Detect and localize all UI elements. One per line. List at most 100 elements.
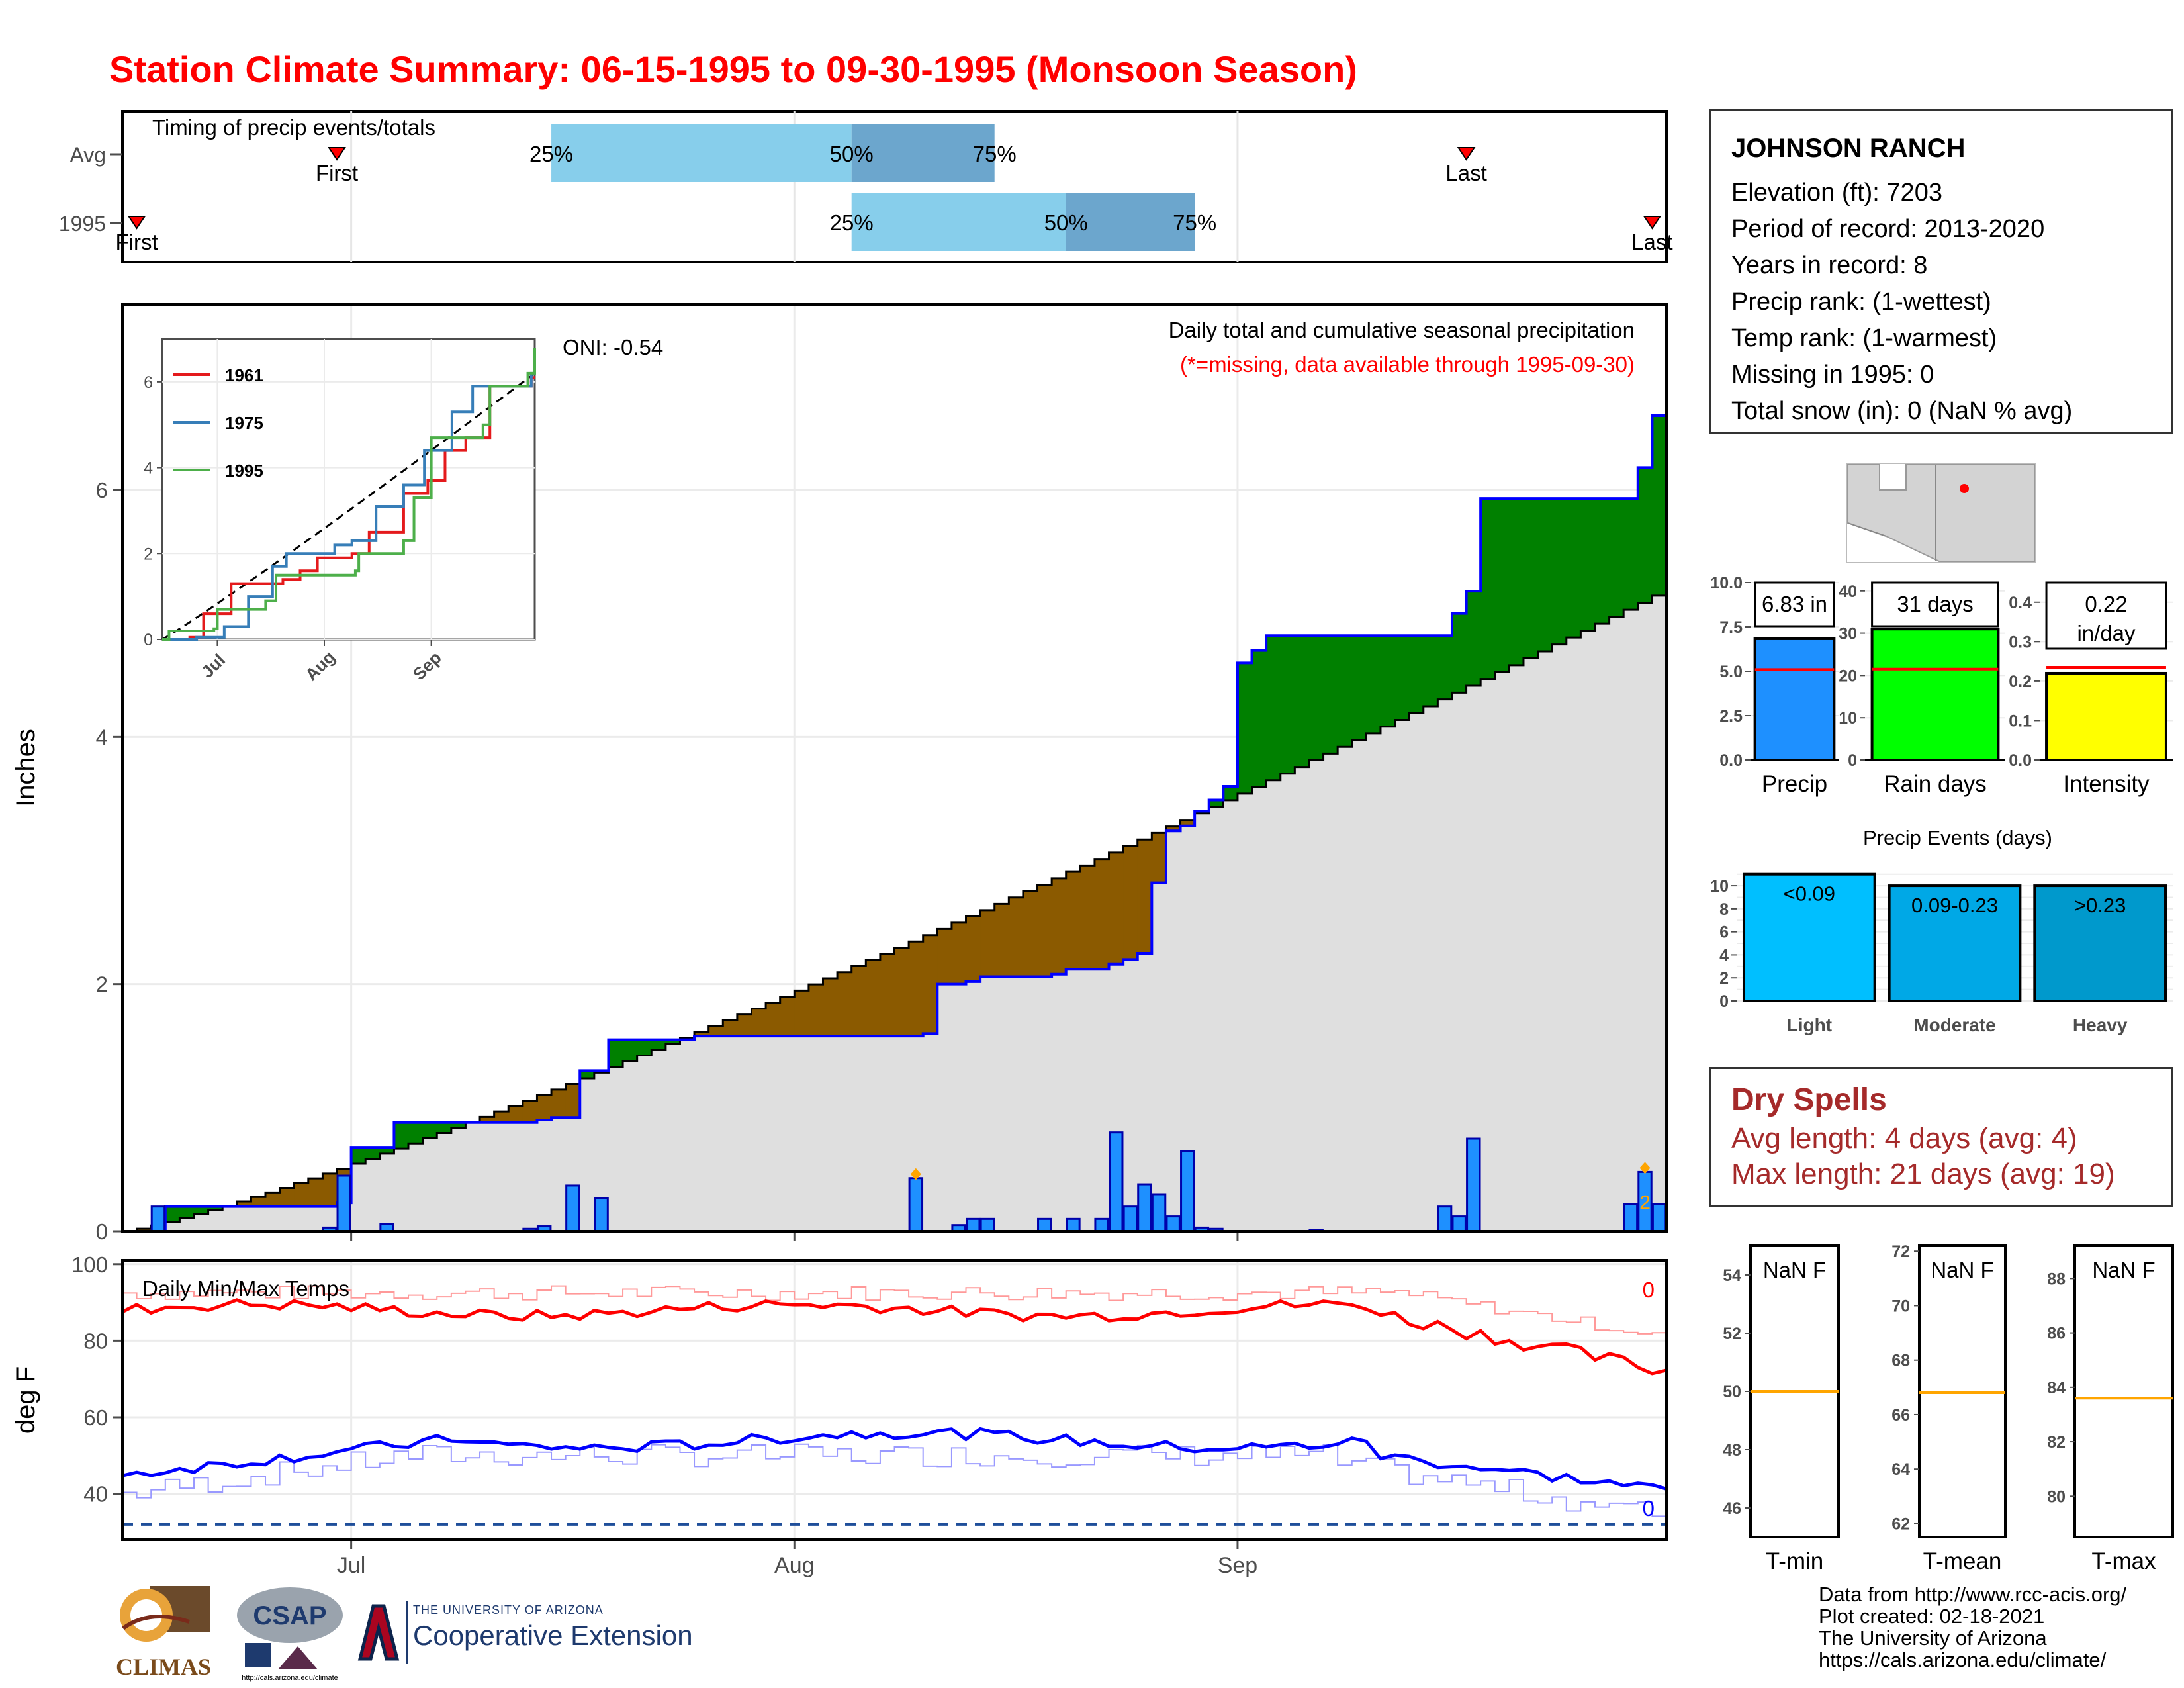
above-normal-fill [1566,498,1581,638]
above-normal-fill [408,1122,424,1144]
below-normal-fill [923,935,938,1034]
below-normal-fill [780,996,795,1037]
above-normal-fill [580,1070,595,1078]
credits: Data from http://www.rcc-acis.org/ Plot … [1819,1583,2126,1671]
station-name: JOHNSON RANCH [1731,134,1966,163]
inset-y-tick-label: 6 [144,373,153,392]
missing-data-marker [910,1168,921,1180]
above-normal-fill [1609,498,1624,617]
above-normal-fill [1580,498,1596,631]
daily-precip-bar [1122,1205,1138,1231]
credit-url: https://cals.arizona.edu/climate/ [1819,1648,2107,1671]
below-normal-fill [751,1008,766,1037]
temp-summary-box-1 [1918,1244,2007,1538]
daily-precip-bar [966,1217,981,1231]
inset-series-line-1975 [162,371,535,641]
above-normal-fill [1523,498,1539,659]
summary-panel-name-0: Precip [1762,771,1827,797]
above-normal-fill [608,1039,623,1067]
station-period: Period of record: 2013-2020 [1731,215,2045,243]
timing-first-marker [127,216,146,230]
below-normal-fill [265,1192,281,1207]
event-category-moderate: Moderate [1913,1015,1995,1035]
summary-label-box-2 [2045,581,2167,650]
temp-x-tick-label: Sep [1218,1553,1258,1578]
below-normal-fill [565,1084,580,1118]
cumulative-1995-line [122,414,1666,1231]
event-bar-moderate [1888,884,2022,1002]
ua-big-text: Cooperative Extension [413,1620,693,1651]
inset-legend-label-1995: 1995 [225,461,263,481]
daily-precip-bar [979,1217,995,1231]
temp-summary-y-tick-label: 62 [1891,1515,1910,1533]
above-normal-fill [365,1147,381,1159]
summary-bar-1 [1870,628,2000,762]
temp-y-tick-label: 60 [83,1405,108,1430]
temp-y-tick-label: 40 [83,1482,108,1507]
event-category-heavy: Heavy [2073,1015,2128,1035]
above-normal-fill [1594,498,1610,624]
above-normal-fill [1338,635,1353,747]
timing-row-label: 1995 [59,212,106,236]
precip-note: Daily total and cumulative seasonal prec… [1169,318,1635,342]
summary-y-tick-label: 30 [1839,625,1857,643]
average-cumulative-area [122,595,1666,1231]
temp-summary-y-tick-label: 66 [1891,1406,1910,1425]
above-normal-fill [1552,498,1567,645]
inset-frame [161,338,536,641]
temperature-panel: 40 60 80 100 Jul Aug Sep deg F Daily Min/Max Tem… [11,1252,1668,1578]
timing-last-marker [1457,147,1476,161]
temp-summary-name-1: T-mean [1923,1548,2002,1574]
above-normal-fill [665,1039,681,1045]
precip-y-axis-label: Inches [11,729,40,807]
above-normal-fill [1494,498,1510,673]
page-title: Station Climate Summary: 06-15-1995 to 0… [109,48,1357,90]
dry-spells-box: Dry Spells Avg length: 4 days (avg: 4) M… [1709,1067,2173,1207]
below-normal-fill [1009,897,1024,977]
above-normal-fill [1451,613,1467,693]
summary-y-tick-label: 0 [1848,751,1857,770]
temp-summary-box-2 [2073,1244,2174,1538]
temp-summary-value-2: NaN F [2092,1258,2155,1282]
above-normal-fill [1266,635,1281,780]
above-normal-fill [165,1206,181,1222]
oni-label: ONI: -0.54 [563,335,663,359]
temp-summary-y-tick-label: 80 [2047,1487,2066,1506]
temp-summary-name-2: T-max [2091,1548,2156,1574]
temp-summary-y-tick-label: 70 [1891,1297,1910,1315]
temp-plot-bg [122,1260,1666,1540]
summary-y-tick-label: 0.0 [2009,751,2032,770]
below-normal-fill [837,972,852,1037]
below-normal-fill [937,929,952,984]
below-normal-fill [480,1117,495,1123]
below-normal-fill [808,984,824,1037]
below-normal-fill [951,922,967,984]
summary-y-tick-label: 0.1 [2009,712,2032,730]
events-y-tick-label: 6 [1719,923,1729,942]
below-normal-fill [1037,884,1052,977]
temp-summary-y-tick-label: 54 [1723,1266,1741,1285]
above-normal-fill [394,1122,409,1149]
daily-precip-bar [908,1177,924,1231]
timing-bar-lower-half [851,193,1066,251]
above-normal-fill [437,1122,452,1133]
above-normal-fill [651,1039,666,1050]
tmax-average-line [122,1285,1666,1335]
event-bar-label-light: <0.09 [1784,882,1835,906]
csap-logo-text: CSAP [253,1601,326,1630]
above-normal-fill [422,1122,437,1139]
timing-panel: Timing of precip events/totals Avg 25% 50% 7… [59,110,1673,263]
event-bar-light [1742,872,1876,1003]
below-normal-fill [1080,865,1095,970]
ua-logo [357,1604,400,1661]
temp-summary-y-tick-label: 72 [1891,1243,1910,1261]
above-normal-fill [1637,467,1653,603]
temp-summary-y-tick-label: 50 [1723,1383,1741,1401]
above-normal-fill [379,1147,395,1154]
event-bar-heavy [2033,884,2167,1002]
below-normal-fill [1023,891,1038,977]
timing-bar-upper-half [1066,193,1195,251]
above-normal-fill [1351,635,1367,741]
below-normal-fill [308,1178,324,1207]
summary-y-tick-label: 7.5 [1719,618,1743,637]
